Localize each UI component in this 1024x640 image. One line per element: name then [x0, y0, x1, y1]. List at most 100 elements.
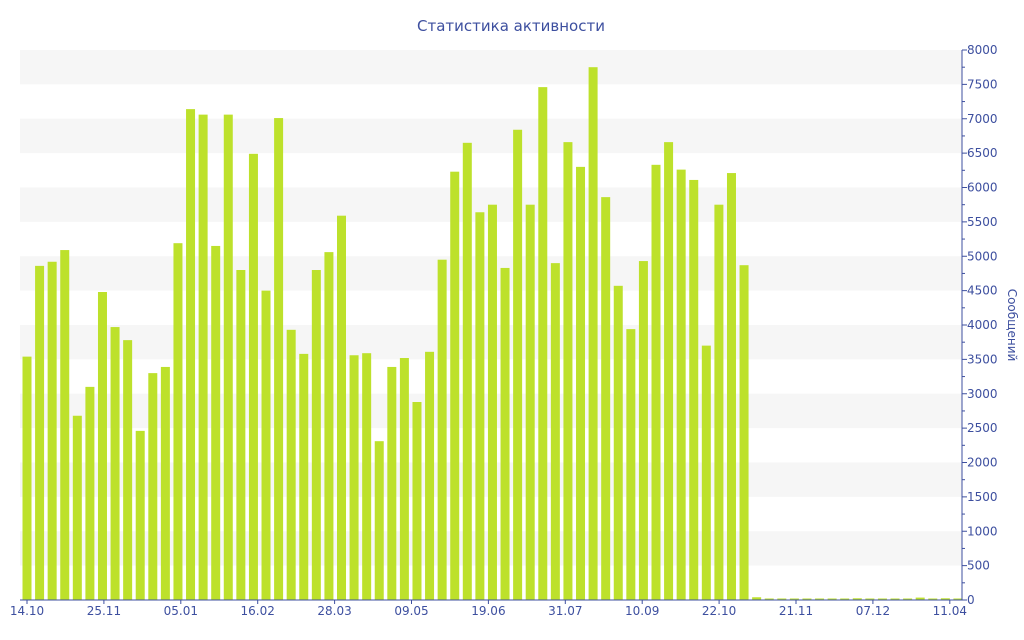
grid-band — [20, 50, 962, 85]
x-tick-label: 09.05 — [394, 604, 428, 618]
bar — [311, 270, 321, 600]
y-tick-label: 8000 — [967, 43, 998, 57]
bar — [248, 153, 258, 600]
bar — [538, 87, 548, 600]
x-tick-label: 19.06 — [471, 604, 505, 618]
x-tick-label: 16.02 — [241, 604, 275, 618]
y-tick-label: 5000 — [967, 249, 998, 263]
bar — [840, 598, 850, 600]
bar — [299, 353, 309, 600]
bar — [764, 598, 774, 600]
y-tick-label: 6000 — [967, 181, 998, 195]
x-tick-label: 07.12 — [856, 604, 890, 618]
bar — [827, 598, 837, 600]
bar — [324, 252, 334, 600]
bar — [374, 441, 384, 600]
x-tick-label: 10.09 — [625, 604, 659, 618]
grid-band — [20, 118, 962, 154]
bar — [701, 345, 711, 600]
bar — [513, 129, 523, 600]
bar — [399, 358, 409, 600]
bar — [877, 598, 887, 600]
bar — [487, 204, 497, 600]
x-tick-label: 22.10 — [702, 604, 736, 618]
x-tick-label: 05.01 — [164, 604, 198, 618]
y-tick-label: 1500 — [967, 490, 998, 504]
bar — [802, 598, 812, 600]
bar — [362, 353, 372, 600]
y-tick-label: 7500 — [967, 77, 998, 91]
bar — [450, 171, 460, 600]
x-tick-label: 25.11 — [87, 604, 121, 618]
bar — [97, 292, 107, 600]
x-tick-label: 31.07 — [548, 604, 582, 618]
y-tick-label: 5500 — [967, 215, 998, 229]
bar — [274, 118, 284, 600]
bar — [60, 250, 70, 600]
bar — [726, 173, 736, 600]
bar — [35, 265, 45, 600]
bar — [638, 261, 648, 600]
bars — [22, 67, 963, 600]
y-tick-label: 0 — [967, 593, 975, 607]
y-tick-label: 4000 — [967, 318, 998, 332]
bar — [588, 67, 598, 600]
y-tick-label: 1000 — [967, 524, 998, 538]
x-tick-label: 28.03 — [317, 604, 351, 618]
x-tick-label: 11.04 — [933, 604, 967, 618]
bar — [903, 598, 913, 600]
x-tick-label: 14.10 — [10, 604, 44, 618]
bar — [135, 430, 145, 600]
y-tick-label: 2500 — [967, 421, 998, 435]
bar — [550, 263, 560, 600]
bar — [349, 355, 359, 600]
bar — [752, 597, 762, 600]
y-tick-label: 3500 — [967, 352, 998, 366]
bar — [915, 597, 925, 600]
bar — [198, 114, 208, 600]
bar — [22, 356, 32, 600]
bar — [525, 204, 535, 600]
bar — [613, 285, 623, 600]
bar — [110, 327, 120, 600]
y-tick-label: 2000 — [967, 456, 998, 470]
bar — [500, 267, 510, 600]
x-tick-label: 21.11 — [779, 604, 813, 618]
bar — [475, 212, 485, 600]
bar — [173, 243, 183, 600]
bar — [412, 402, 422, 600]
bar — [601, 197, 611, 600]
bar — [563, 142, 573, 600]
bar — [425, 351, 435, 600]
y-axis-label: Сообщений — [1005, 289, 1019, 362]
bar — [72, 415, 82, 600]
bar — [85, 386, 95, 600]
y-tick-label: 6500 — [967, 146, 998, 160]
bar — [123, 340, 133, 600]
y-tick-label: 7000 — [967, 112, 998, 126]
y-tick-label: 4500 — [967, 284, 998, 298]
bar — [651, 164, 661, 600]
bar — [777, 598, 787, 600]
bar — [148, 373, 158, 600]
bar — [815, 598, 825, 600]
bar — [186, 109, 196, 600]
bar — [953, 598, 963, 600]
bar — [739, 265, 749, 600]
bar — [865, 598, 875, 600]
bar — [940, 598, 950, 600]
bar — [714, 204, 724, 600]
bar — [789, 598, 799, 600]
bar — [211, 245, 221, 600]
bar — [576, 166, 586, 600]
bar — [928, 598, 938, 600]
bar — [47, 261, 57, 600]
x-axis: 14.10 25.11 05.01 16.02 28.03 09.05 19.06 31.07… — [10, 599, 967, 618]
y-tick-label: 3000 — [967, 387, 998, 401]
bar — [261, 290, 271, 600]
bar — [387, 366, 397, 600]
y-axis: 0 500 1000 1500 2000 2500 3000 3500 4000 4500 5000… — [961, 43, 998, 607]
bar — [676, 169, 686, 600]
bar — [664, 142, 674, 600]
